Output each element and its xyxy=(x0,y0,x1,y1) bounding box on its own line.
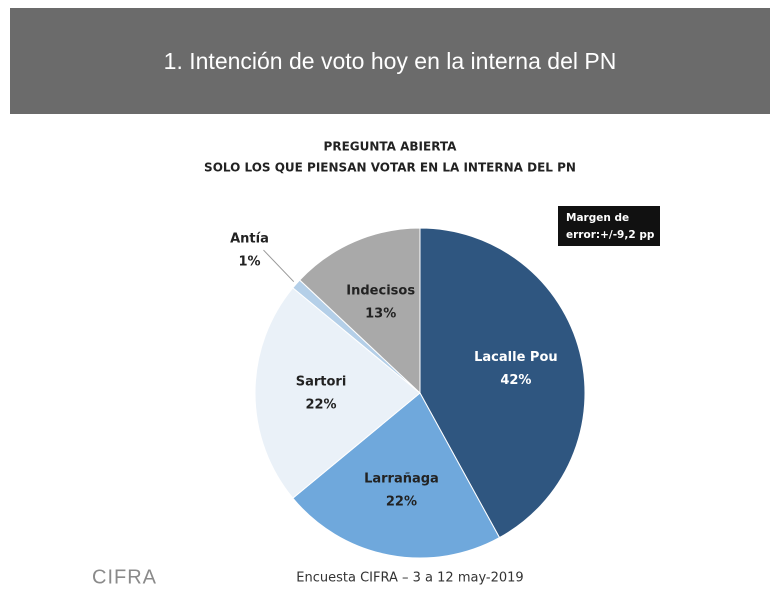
chart-title: 1. Intención de voto hoy en la interna d… xyxy=(164,48,617,74)
slice-label: Sartori xyxy=(296,375,347,390)
slice-value: 13% xyxy=(365,307,396,322)
annotation-box xyxy=(558,206,660,246)
pie-slice xyxy=(254,287,421,499)
pie-slice xyxy=(292,392,501,559)
logo: CIFRA xyxy=(92,566,157,588)
slice-value: 22% xyxy=(305,398,336,413)
pie-slice xyxy=(419,227,586,539)
subtitle: SOLO LOS QUE PIENSAN VOTAR EN LA INTERNA… xyxy=(204,161,576,175)
footer: Encuesta CIFRA – 3 a 12 may-2019 xyxy=(296,571,523,586)
leader-line xyxy=(263,249,295,283)
annotation: Margen de xyxy=(566,212,629,224)
slice-label: Lacalle Pou xyxy=(474,350,558,365)
slice-label: Antía xyxy=(230,232,269,247)
slice-label: Indecisos xyxy=(346,284,415,299)
slice-label: Larrañaga xyxy=(364,472,439,487)
slice-value: 1% xyxy=(238,255,260,270)
pie-slice xyxy=(299,227,421,395)
slice-value: 42% xyxy=(500,373,531,388)
subtitle: PREGUNTA ABIERTA xyxy=(324,140,458,154)
slice-value: 22% xyxy=(386,495,417,510)
header-band xyxy=(10,8,770,114)
annotation: error:+/-9,2 pp xyxy=(566,229,655,241)
